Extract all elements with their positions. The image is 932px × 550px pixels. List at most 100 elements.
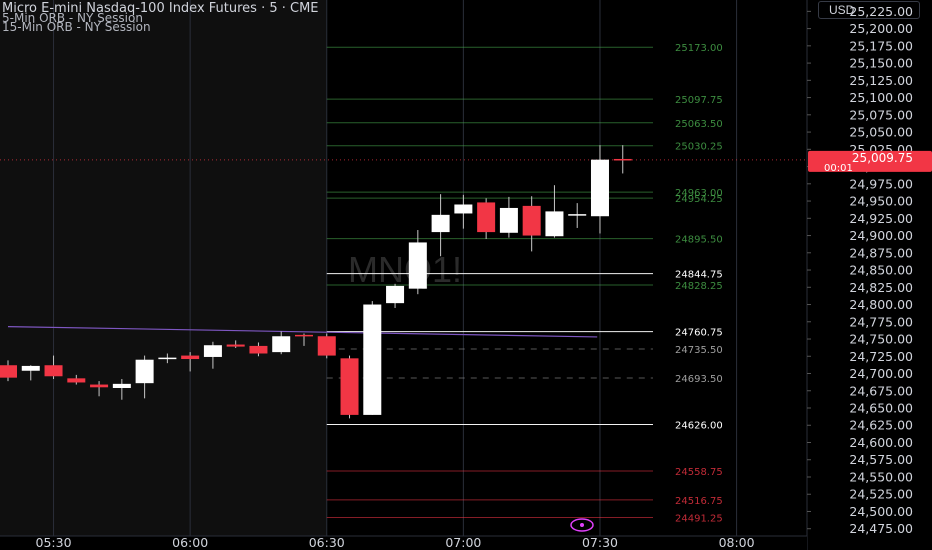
- time-tick-label: 07:00: [445, 535, 481, 550]
- event-icon-ring: [570, 518, 594, 532]
- price-tick-label: 24,550.00: [849, 469, 913, 484]
- event-icon[interactable]: [570, 518, 594, 532]
- candle: [499, 196, 518, 238]
- orb-level-label: 24954.25: [675, 194, 723, 205]
- candle: [590, 145, 609, 234]
- price-tick-label: 24,625.00: [849, 418, 913, 433]
- price-axis: [807, 0, 932, 550]
- candle: [44, 355, 63, 380]
- orb-level-label: 24760.75: [675, 328, 723, 339]
- orb-level-label: 24626.00: [675, 421, 723, 432]
- candle-body: [340, 358, 359, 415]
- candle: [386, 283, 405, 308]
- price-tick-label: 25,050.00: [849, 125, 913, 140]
- orb-level-label: 25173.00: [675, 43, 723, 54]
- price-tick-label: 24,975.00: [849, 176, 913, 191]
- candle-body: [90, 384, 109, 388]
- orb-level-label: 24491.25: [675, 514, 723, 525]
- orb-level-label: 24828.25: [675, 281, 723, 292]
- price-tick-label: 25,125.00: [849, 73, 913, 88]
- price-tick-label: 24,900.00: [849, 228, 913, 243]
- currency-button[interactable]: USD: [818, 1, 920, 19]
- orb-level-label: 24963.00: [675, 188, 723, 199]
- orb-level-label: 24516.75: [675, 496, 723, 507]
- indicator-5min-orb[interactable]: 5-Min ORB - NY Session: [2, 11, 143, 25]
- price-tick-label: 25,075.00: [849, 107, 913, 122]
- price-tick-label: 24,675.00: [849, 383, 913, 398]
- price-tick-label: 24,775.00: [849, 314, 913, 329]
- price-tick-label: 24,850.00: [849, 263, 913, 278]
- price-tick-label: 25,225.00: [849, 4, 913, 19]
- price-tick-label: 24,500.00: [849, 504, 913, 519]
- candle-body: [67, 378, 86, 383]
- price-tick-label: 24,575.00: [849, 452, 913, 467]
- candle: [203, 341, 222, 369]
- chart-title: Micro E-mini Nasdaq-100 Index Futures · …: [2, 1, 319, 16]
- candle: [112, 379, 131, 400]
- candle: [568, 203, 587, 228]
- candle: [522, 196, 541, 252]
- price-tick-label: 24,875.00: [849, 245, 913, 260]
- candle: [21, 365, 40, 381]
- last-price-label: 25,009.75: [852, 151, 913, 165]
- candle: [613, 145, 632, 174]
- candle-body: [44, 365, 63, 377]
- candle-body: [499, 207, 518, 233]
- price-tick-label: 25,200.00: [849, 21, 913, 36]
- price-tick-label: 24,600.00: [849, 435, 913, 450]
- candle: [454, 194, 473, 229]
- candle-body: [454, 204, 473, 214]
- candle-body: [0, 365, 17, 378]
- time-tick-label: 08:00: [719, 535, 755, 550]
- candle-body: [431, 214, 450, 233]
- time-axis: [0, 536, 807, 550]
- candle-body: [21, 365, 40, 371]
- orb-level-label: 24735.50: [675, 345, 723, 356]
- price-tick-label: 24,725.00: [849, 349, 913, 364]
- candle: [158, 353, 177, 364]
- orb-level-label: 25063.50: [675, 119, 723, 130]
- candle-body: [226, 344, 245, 347]
- price-tick-label: 24,650.00: [849, 401, 913, 416]
- symbol-watermark: MNQ1!: [348, 249, 462, 290]
- candle: [317, 333, 336, 359]
- candle-body: [112, 383, 131, 388]
- price-tick-label: 24,925.00: [849, 211, 913, 226]
- candle: [431, 194, 450, 257]
- candle: [0, 360, 17, 382]
- candle-body: [181, 355, 200, 360]
- price-tick-label: 25,100.00: [849, 90, 913, 105]
- candle-body: [135, 359, 154, 384]
- indicator-15min-orb[interactable]: 15-Min ORB - NY Session: [2, 20, 151, 34]
- candle: [545, 185, 564, 238]
- candle-body: [317, 336, 336, 356]
- bar-countdown-label: 00:01: [824, 163, 853, 174]
- event-icon-dot: [580, 523, 584, 527]
- price-tick-label: 24,525.00: [849, 487, 913, 502]
- price-tick-label: 25,150.00: [849, 56, 913, 71]
- orb-level-label: 25030.25: [675, 142, 723, 153]
- time-tick-label: 06:00: [172, 535, 208, 550]
- moving-average-line: [7, 326, 598, 338]
- candle-body: [568, 214, 587, 216]
- time-tick-label: 06:30: [309, 535, 345, 550]
- candle-body: [545, 211, 564, 237]
- candle: [340, 355, 359, 419]
- candle-body: [363, 304, 382, 415]
- orb-level-label: 24844.75: [675, 270, 723, 281]
- candle-body: [294, 334, 313, 337]
- candle: [272, 331, 291, 355]
- premarket-shade: [0, 0, 327, 536]
- candle: [363, 301, 382, 415]
- candle: [135, 355, 154, 399]
- candle: [477, 198, 496, 239]
- candle-body: [386, 285, 405, 304]
- candle-body: [522, 205, 541, 236]
- candle-body: [272, 336, 291, 353]
- last-price-badge: [808, 150, 932, 172]
- candle-body: [203, 345, 222, 357]
- price-tick-label: 24,825.00: [849, 280, 913, 295]
- time-tick-label: 05:30: [36, 535, 72, 550]
- orb-level-label: 24558.75: [675, 467, 723, 478]
